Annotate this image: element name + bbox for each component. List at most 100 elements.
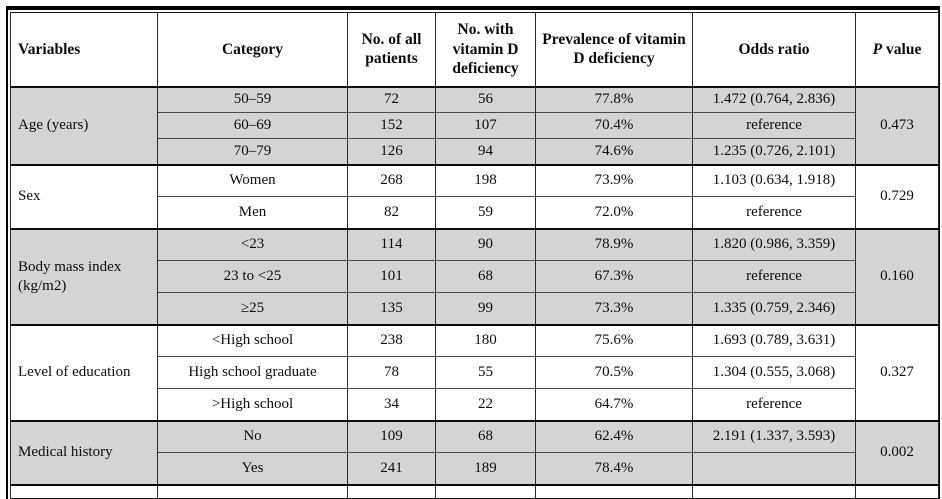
cropped-row [10,483,939,499]
prevalence-cell: 78.9% [535,227,693,261]
p-value-cell-sex: 0.729 [855,163,939,229]
category-cell: >High school [157,388,348,421]
n-all-cell: 72 [347,85,436,113]
n-def-cell: 189 [435,452,536,485]
prevalence-cell: 62.4% [535,419,693,453]
category-cell: Men [157,196,348,229]
n-def-cell: 180 [435,323,536,357]
odds-ratio-cell [692,452,856,485]
n-def-cell: 55 [435,356,536,389]
n-all-cell: 101 [347,260,436,293]
prevalence-cell: 78.4% [535,452,693,485]
category-cell: No [157,419,348,453]
odds-ratio-cell: reference [692,196,856,229]
n-all-cell: 241 [347,452,436,485]
odds-ratio-cell: reference [692,260,856,293]
col-header-odds-ratio: Odds ratio [692,12,856,88]
category-cell: 60–69 [157,112,348,139]
p-value-cell-age: 0.473 [855,85,939,165]
table-row: Age (years) 50–59 72 56 77.8% 1.472 (0.7… [10,85,939,165]
variable-cell-sex: Sex [10,163,158,229]
n-def-cell: 90 [435,227,536,261]
table-row: High school graduate 78 55 70.5% 1.304 (… [11,356,939,389]
odds-ratio-cell: reference [692,388,856,421]
variable-cell-education: Level of education [10,323,158,421]
table-row: Yes 241 189 78.4% [11,452,939,485]
prevalence-cell: 72.0% [535,196,693,229]
odds-ratio-cell: 1.103 (0.634, 1.918) [692,163,856,197]
col-header-n-with-deficiency: No. with vitamin D deficiency [435,12,536,88]
category-cell: <23 [157,227,348,261]
odds-ratio-cell: 1.820 (0.986, 3.359) [692,227,856,261]
variable-cell-medical-history: Medical history [10,419,158,485]
n-def-cell: 68 [435,419,536,453]
col-header-variables: Variables [10,12,158,88]
p-value-cell-bmi: 0.160 [855,227,939,325]
n-def-cell: 22 [435,388,536,421]
category-cell: ≥25 [157,292,348,325]
prevalence-cell: 77.8% [535,85,693,113]
cropped-cell [10,483,158,499]
table-row: 23 to <25 101 68 67.3% reference [11,260,939,293]
category-cell: 70–79 [157,138,348,165]
cropped-cell [157,483,348,499]
p-value-cell-medical-history: 0.002 [855,419,939,485]
n-all-cell: 82 [347,196,436,229]
n-all-cell: 109 [347,419,436,453]
prevalence-cell: 75.6% [535,323,693,357]
category-cell: 23 to <25 [157,260,348,293]
table-row: ≥25 135 99 73.3% 1.335 (0.759, 2.346) [11,292,939,325]
n-def-cell: 56 [435,85,536,113]
table-row: Medical history No 109 68 62.4% 2.191 (1… [10,419,939,485]
prevalence-cell: 73.9% [535,163,693,197]
category-cell: 50–59 [157,85,348,113]
col-header-category: Category [157,12,348,88]
col-header-n-all-patients: No. of all patients [347,12,436,88]
table-row: Sex Women 268 198 73.9% 1.103 (0.634, 1.… [10,163,939,229]
odds-ratio-cell: 1.335 (0.759, 2.346) [692,292,856,325]
p-value-cell-education: 0.327 [855,323,939,421]
n-def-cell: 99 [435,292,536,325]
prevalence-cell: 70.4% [535,112,693,139]
n-all-cell: 126 [347,138,436,165]
table-row: 70–79 126 94 74.6% 1.235 (0.726, 2.101) [11,138,939,165]
odds-ratio-cell: 2.191 (1.337, 3.593) [692,419,856,453]
n-all-cell: 34 [347,388,436,421]
category-cell: Yes [157,452,348,485]
category-cell: Women [157,163,348,197]
cropped-cell [435,483,536,499]
n-def-cell: 107 [435,112,536,139]
n-all-cell: 114 [347,227,436,261]
table-row: Body mass index (kg/m2) <23 114 90 78.9%… [10,227,939,325]
variable-cell-age: Age (years) [10,85,158,165]
n-def-cell: 59 [435,196,536,229]
n-all-cell: 78 [347,356,436,389]
odds-ratio-cell: reference [692,112,856,139]
n-all-cell: 152 [347,112,436,139]
col-header-prevalence: Prevalence of vitamin D deficiency [535,12,693,88]
prevalence-cell: 67.3% [535,260,693,293]
table-row: Men 82 59 72.0% reference [11,196,939,229]
prevalence-cell: 70.5% [535,356,693,389]
n-all-cell: 135 [347,292,436,325]
category-cell: High school graduate [157,356,348,389]
table-row: Level of education <High school 238 180 … [10,323,939,421]
header-row: Variables Category No. of all patients N… [10,12,939,88]
prevalence-cell: 74.6% [535,138,693,165]
p-value-italic-letter: P [872,40,883,58]
odds-ratio-cell: 1.472 (0.764, 2.836) [692,85,856,113]
cropped-cell [855,483,939,499]
cropped-cell [692,483,856,499]
odds-ratio-cell: 1.304 (0.555, 3.068) [692,356,856,389]
prevalence-cell: 73.3% [535,292,693,325]
table-row: >High school 34 22 64.7% reference [11,388,939,421]
odds-ratio-cell: 1.693 (0.789, 3.631) [692,323,856,357]
table-frame: Variables Category No. of all patients N… [6,6,940,499]
odds-ratio-cell: 1.235 (0.726, 2.101) [692,138,856,165]
n-def-cell: 198 [435,163,536,197]
table-row: 60–69 152 107 70.4% reference [11,112,939,139]
n-all-cell: 268 [347,163,436,197]
cropped-cell [535,483,693,499]
n-def-cell: 94 [435,138,536,165]
col-header-p-value: P value [855,12,939,88]
